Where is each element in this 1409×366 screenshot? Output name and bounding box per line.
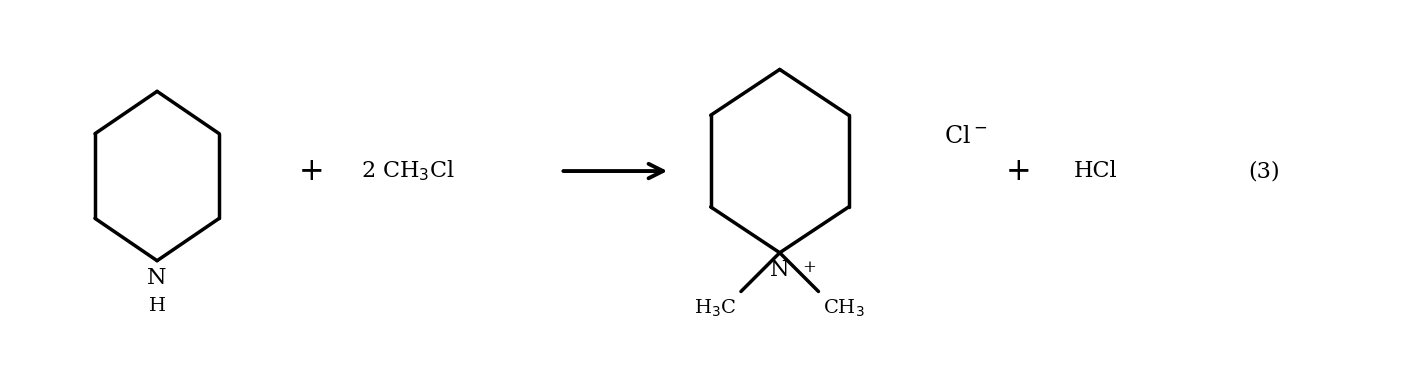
Text: +: + [1006, 156, 1031, 187]
Text: Cl$^-$: Cl$^-$ [944, 125, 988, 147]
Text: N: N [148, 267, 166, 289]
Text: (3): (3) [1248, 160, 1279, 182]
Text: HCl: HCl [1074, 160, 1117, 182]
Text: H: H [148, 296, 166, 314]
Text: 2 CH$_3$Cl: 2 CH$_3$Cl [361, 159, 455, 183]
Text: H$_3$C: H$_3$C [693, 298, 735, 319]
Text: +: + [299, 156, 324, 187]
Text: CH$_3$: CH$_3$ [823, 298, 865, 319]
Text: +: + [803, 259, 816, 276]
Text: N: N [769, 259, 789, 281]
